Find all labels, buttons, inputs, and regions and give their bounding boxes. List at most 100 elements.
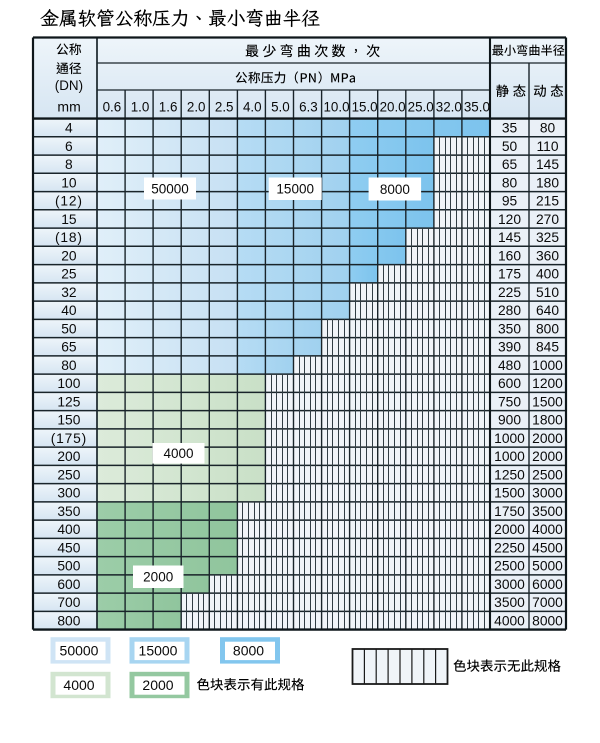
svg-text:80: 80 [61, 358, 77, 373]
svg-text:35: 35 [502, 121, 518, 136]
svg-text:3000: 3000 [494, 577, 525, 592]
svg-text:3000: 3000 [532, 486, 563, 501]
svg-text:15000: 15000 [139, 643, 178, 659]
svg-text:3500: 3500 [494, 595, 525, 610]
svg-text:(DN): (DN) [55, 78, 83, 93]
svg-text:2000: 2000 [142, 677, 173, 693]
svg-text:4000: 4000 [63, 677, 94, 693]
svg-text:450: 450 [57, 541, 80, 556]
svg-text:180: 180 [536, 176, 559, 191]
svg-text:1200: 1200 [532, 376, 563, 391]
svg-text:8: 8 [65, 157, 73, 172]
svg-text:50000: 50000 [151, 181, 189, 196]
svg-text:95: 95 [502, 194, 518, 209]
svg-text:5.0: 5.0 [271, 99, 290, 114]
svg-text:1000: 1000 [494, 431, 525, 446]
svg-text:32: 32 [61, 285, 76, 300]
svg-text:10: 10 [61, 176, 77, 191]
svg-text:1000: 1000 [494, 449, 525, 464]
svg-text:10.0: 10.0 [323, 99, 349, 114]
svg-text:270: 270 [536, 212, 559, 227]
svg-text:500: 500 [57, 559, 80, 574]
svg-text:1.6: 1.6 [159, 99, 178, 114]
svg-text:(12): (12) [55, 194, 83, 209]
svg-text:4000: 4000 [494, 614, 525, 629]
svg-text:20: 20 [61, 249, 77, 264]
svg-text:125: 125 [57, 395, 80, 410]
svg-text:1750: 1750 [494, 504, 525, 519]
svg-text:1500: 1500 [494, 486, 525, 501]
svg-text:6: 6 [65, 139, 73, 154]
svg-text:2.5: 2.5 [215, 99, 234, 114]
svg-text:4.0: 4.0 [243, 99, 262, 114]
svg-text:845: 845 [536, 340, 559, 355]
svg-text:325: 325 [536, 230, 559, 245]
svg-text:(175): (175) [51, 431, 87, 446]
svg-text:390: 390 [498, 340, 521, 355]
svg-text:mm: mm [57, 99, 80, 115]
svg-text:8000: 8000 [532, 614, 563, 629]
svg-text:3500: 3500 [532, 504, 563, 519]
svg-text:400: 400 [57, 522, 80, 537]
svg-text:100: 100 [57, 376, 80, 391]
svg-text:2000: 2000 [494, 522, 525, 537]
svg-text:2000: 2000 [143, 570, 173, 585]
svg-text:350: 350 [498, 322, 521, 337]
svg-text:145: 145 [536, 157, 559, 172]
svg-text:5000: 5000 [532, 559, 563, 574]
svg-text:4500: 4500 [532, 541, 563, 556]
svg-text:250: 250 [57, 468, 80, 483]
svg-text:15.0: 15.0 [352, 99, 378, 114]
svg-text:7000: 7000 [532, 595, 563, 610]
svg-text:4000: 4000 [163, 446, 193, 461]
svg-text:50000: 50000 [60, 643, 99, 659]
svg-text:2000: 2000 [532, 431, 563, 446]
svg-text:480: 480 [498, 358, 521, 373]
svg-text:25: 25 [61, 267, 77, 282]
svg-text:2500: 2500 [532, 468, 563, 483]
svg-text:400: 400 [536, 267, 559, 282]
svg-text:1.0: 1.0 [131, 99, 150, 114]
svg-text:280: 280 [498, 303, 521, 318]
svg-text:8000: 8000 [233, 643, 264, 659]
svg-text:2000: 2000 [532, 449, 563, 464]
svg-text:215: 215 [536, 194, 559, 209]
svg-text:110: 110 [537, 139, 559, 154]
svg-text:8000: 8000 [380, 182, 410, 197]
svg-text:640: 640 [536, 303, 559, 318]
svg-text:800: 800 [57, 614, 80, 629]
svg-text:80: 80 [502, 176, 518, 191]
svg-text:15: 15 [61, 212, 77, 227]
svg-text:40: 40 [61, 303, 77, 318]
svg-text:510: 510 [536, 285, 559, 300]
svg-text:80: 80 [540, 121, 556, 136]
svg-text:2.0: 2.0 [187, 99, 206, 114]
svg-text:6000: 6000 [532, 577, 563, 592]
svg-text:600: 600 [57, 577, 80, 592]
svg-text:145: 145 [498, 230, 521, 245]
svg-text:700: 700 [57, 595, 80, 610]
svg-text:900: 900 [498, 413, 521, 428]
svg-text:1800: 1800 [532, 413, 563, 428]
svg-text:0.6: 0.6 [103, 99, 122, 114]
svg-text:4000: 4000 [532, 522, 563, 537]
svg-text:6.3: 6.3 [299, 99, 318, 114]
svg-text:4: 4 [65, 121, 73, 136]
svg-text:750: 750 [498, 395, 521, 410]
svg-text:360: 360 [536, 249, 559, 264]
svg-text:800: 800 [536, 322, 559, 337]
svg-text:200: 200 [57, 449, 80, 464]
svg-text:350: 350 [57, 504, 80, 519]
svg-text:15000: 15000 [276, 182, 314, 197]
svg-text:35.0: 35.0 [464, 99, 490, 114]
svg-text:300: 300 [57, 486, 80, 501]
svg-text:2500: 2500 [494, 559, 525, 574]
svg-text:1000: 1000 [532, 358, 563, 373]
svg-text:2250: 2250 [494, 541, 525, 556]
svg-text:225: 225 [498, 285, 521, 300]
svg-text:600: 600 [498, 376, 521, 391]
svg-text:160: 160 [498, 249, 521, 264]
svg-text:(18): (18) [55, 230, 83, 245]
svg-text:50: 50 [502, 139, 518, 154]
svg-text:65: 65 [502, 157, 518, 172]
